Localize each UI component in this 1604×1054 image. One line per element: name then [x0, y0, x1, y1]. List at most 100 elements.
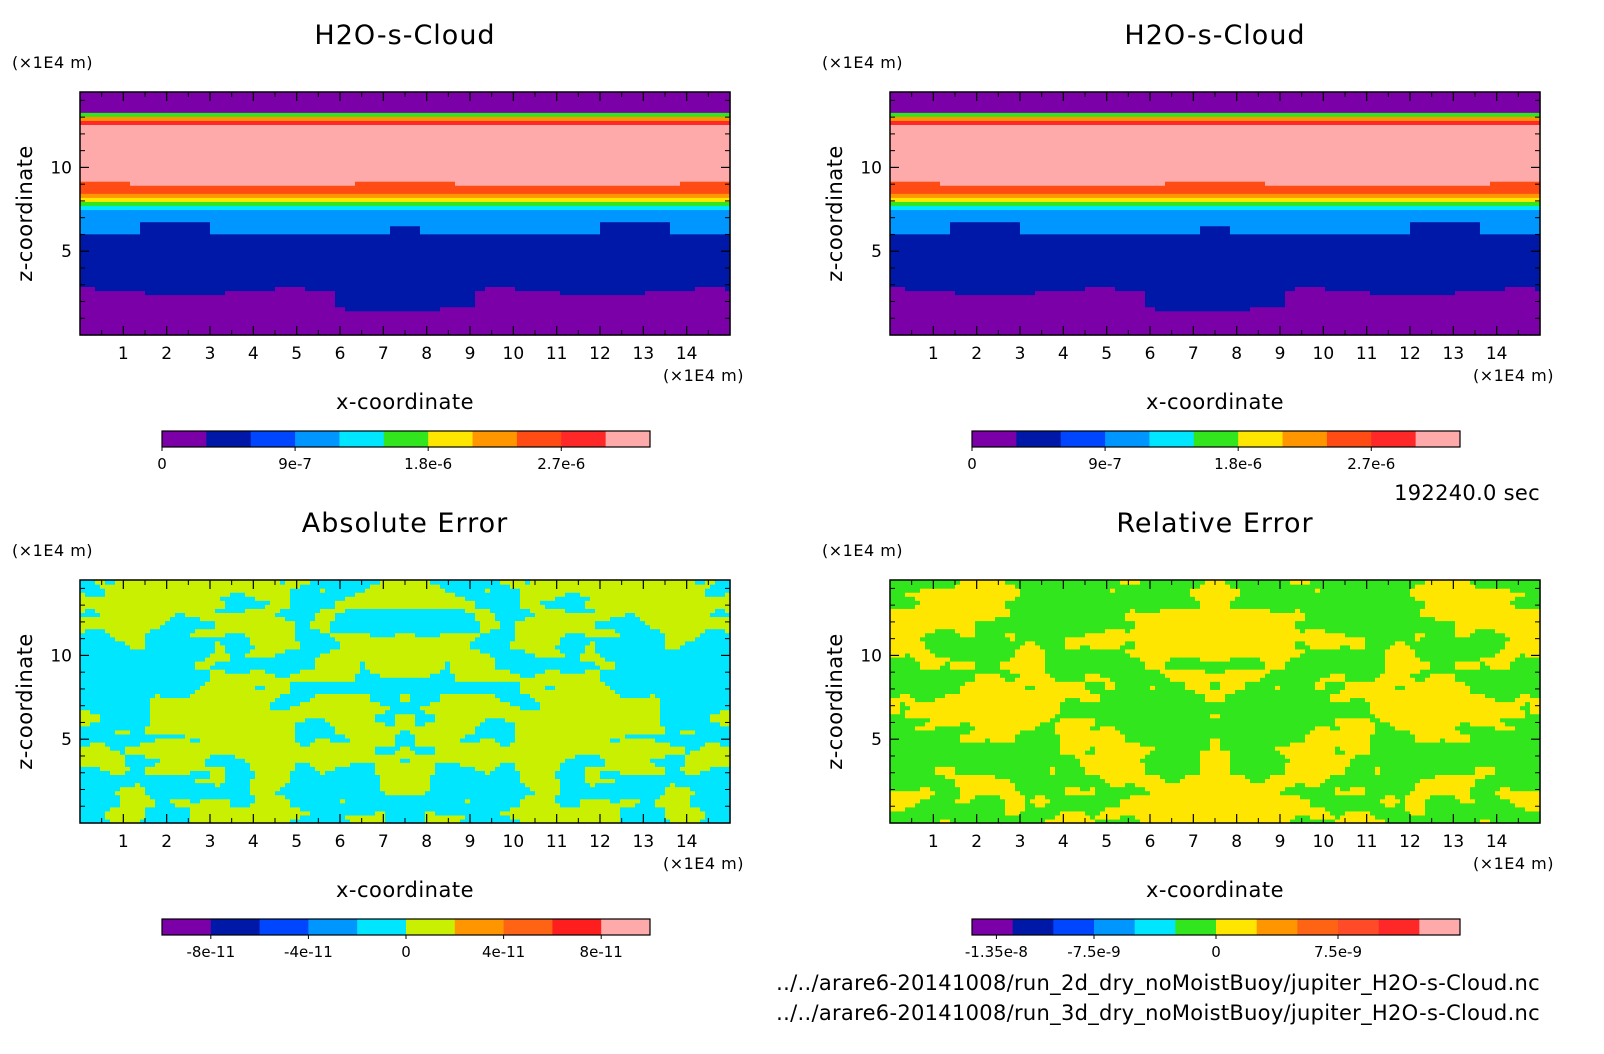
field-cell: [120, 141, 126, 146]
field-cell: [130, 128, 136, 133]
field-cell: [475, 193, 481, 198]
field-cell: [450, 250, 456, 255]
field-cell: [105, 120, 111, 125]
field-cell: [80, 157, 86, 162]
field-cell: [110, 201, 116, 206]
field-cell: [430, 315, 436, 320]
field-cell: [310, 116, 316, 121]
field-cell: [125, 303, 131, 308]
field-cell: [170, 230, 176, 235]
field-cell: [415, 262, 421, 267]
field-cell: [270, 169, 276, 174]
field-cell: [410, 226, 416, 231]
field-cell: [250, 250, 256, 255]
field-cell: [415, 165, 421, 170]
field-cell: [420, 246, 426, 251]
field-cell: [380, 307, 386, 312]
field-cell: [320, 189, 326, 194]
field-cell: [375, 258, 381, 263]
field-cell: [130, 124, 136, 129]
field-cell: [390, 242, 396, 247]
field-cell: [440, 286, 446, 291]
field-cell: [140, 234, 146, 239]
field-cell: [90, 311, 96, 316]
field-cell: [450, 254, 456, 259]
field-cell: [450, 315, 456, 320]
field-cell: [105, 282, 111, 287]
field-cell: [240, 327, 246, 332]
field-cell: [410, 112, 416, 117]
field-cell: [265, 278, 271, 283]
field-cell: [170, 307, 176, 312]
field-cell: [330, 108, 336, 113]
field-cell: [170, 319, 176, 324]
field-cell: [90, 226, 96, 231]
field-cell: [305, 120, 311, 125]
field-cell: [200, 311, 206, 316]
field-cell: [85, 315, 91, 320]
field-cell: [365, 104, 371, 109]
field-cell: [130, 246, 136, 251]
field-cell: [325, 189, 331, 194]
field-cell: [440, 218, 446, 223]
field-cell: [85, 209, 91, 214]
field-cell: [320, 246, 326, 251]
field-cell: [105, 327, 111, 332]
field-cell: [240, 149, 246, 154]
field-cell: [390, 290, 396, 295]
field-cell: [465, 149, 471, 154]
field-cell: [405, 157, 411, 162]
field-cell: [100, 189, 106, 194]
field-cell: [200, 222, 206, 227]
field-cell: [410, 108, 416, 113]
field-cell: [225, 177, 231, 182]
field-cell: [225, 141, 231, 146]
field-cell: [210, 290, 216, 295]
field-cell: [145, 201, 151, 206]
field-cell: [385, 226, 391, 231]
field-cell: [335, 238, 341, 243]
field-cell: [370, 100, 376, 105]
field-cell: [370, 185, 376, 190]
field-cell: [430, 104, 436, 109]
field-cell: [110, 222, 116, 227]
field-cell: [295, 222, 301, 227]
field-cell: [135, 185, 141, 190]
field-cell: [425, 133, 431, 138]
field-cell: [450, 100, 456, 105]
field-cell: [345, 218, 351, 223]
field-cell: [405, 169, 411, 174]
field-cell: [295, 141, 301, 146]
field-cell: [415, 181, 421, 186]
field-cell: [280, 104, 286, 109]
field-cell: [210, 185, 216, 190]
field-cell: [160, 315, 166, 320]
field-cell: [265, 327, 271, 332]
field-cell: [90, 197, 96, 202]
field-cell: [105, 299, 111, 304]
field-cell: [380, 104, 386, 109]
field-cell: [430, 286, 436, 291]
field-cell: [205, 242, 211, 247]
field-cell: [80, 222, 86, 227]
field-cell: [255, 226, 261, 231]
field-cell: [455, 214, 461, 219]
field-cell: [120, 238, 126, 243]
field-cell: [300, 161, 306, 166]
field-cell: [390, 141, 396, 146]
field-cell: [115, 181, 121, 186]
field-cell: [160, 189, 166, 194]
field-cell: [360, 201, 366, 206]
field-cell: [110, 295, 116, 300]
field-cell: [185, 222, 191, 227]
field-cell: [255, 319, 261, 324]
field-cell: [490, 177, 496, 182]
field-cell: [335, 246, 341, 251]
field-cell: [270, 282, 276, 287]
field-cell: [475, 274, 481, 279]
field-cell: [250, 193, 256, 198]
field-cell: [295, 153, 301, 158]
field-cell: [150, 177, 156, 182]
field-cell: [220, 177, 226, 182]
field-cell: [135, 116, 141, 121]
